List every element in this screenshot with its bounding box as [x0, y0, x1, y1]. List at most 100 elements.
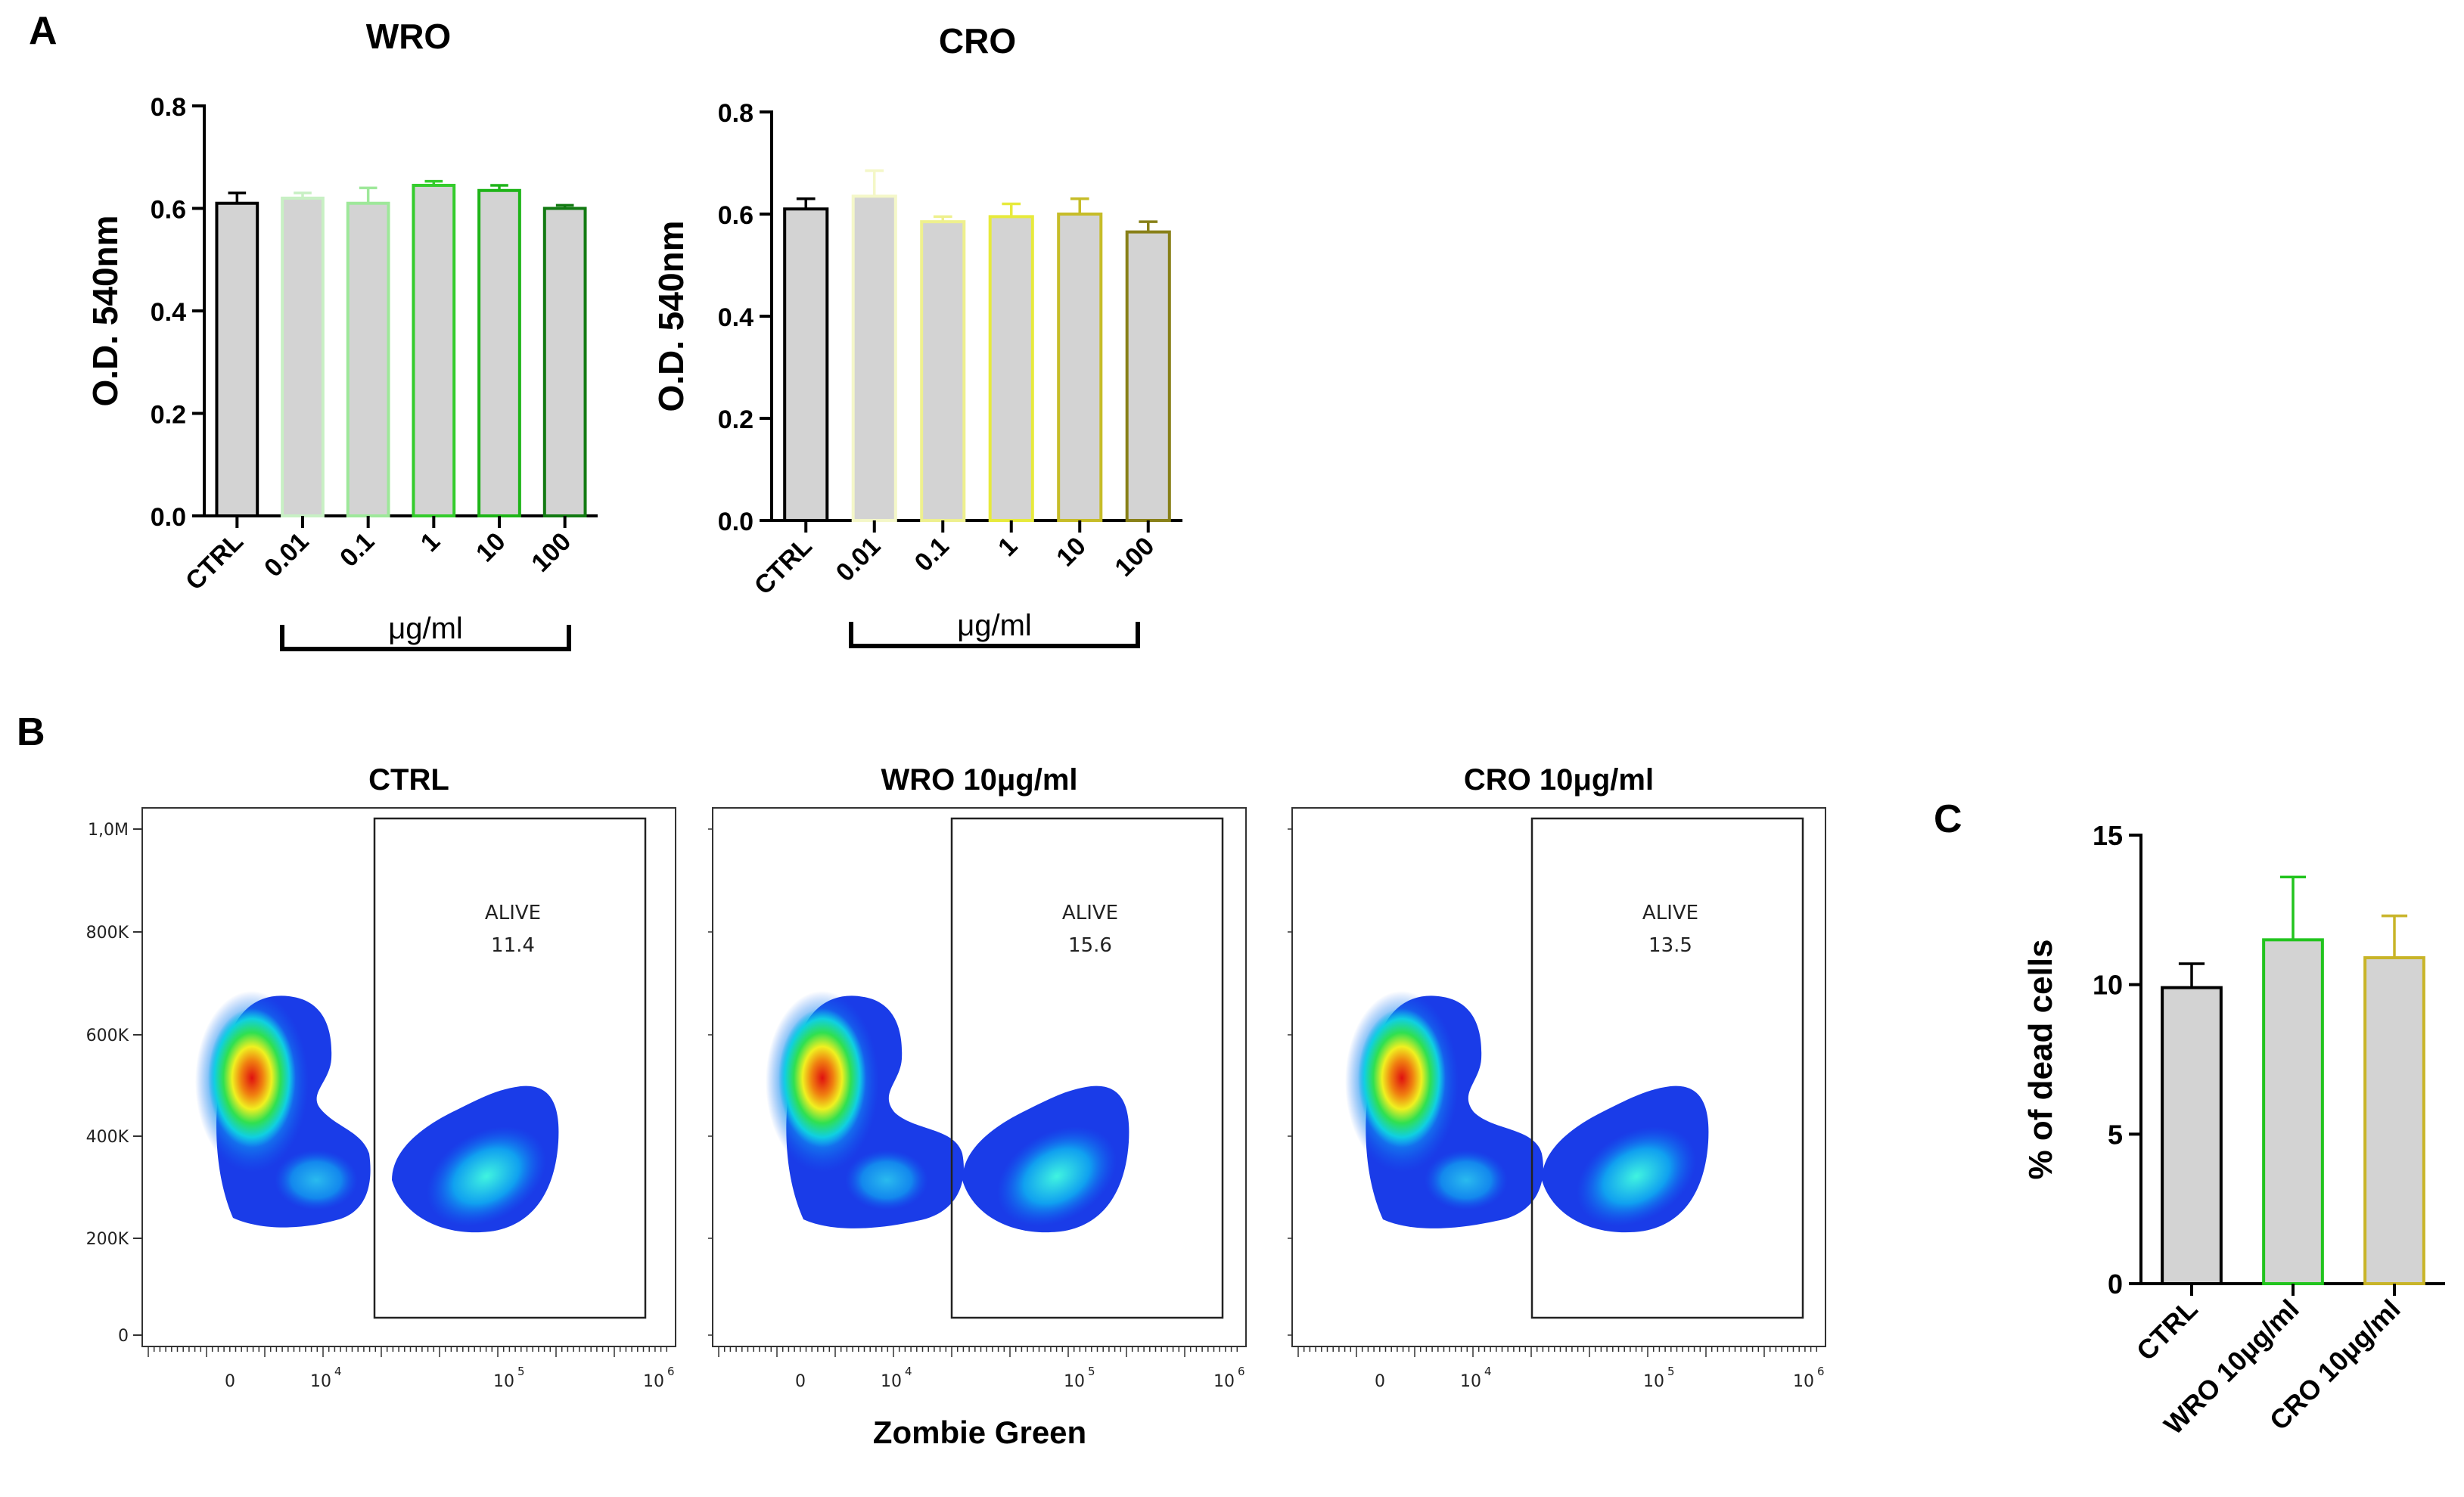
cro-bracket-label: μg/ml	[957, 609, 1032, 642]
cro-ytick-label: 0.0	[718, 508, 753, 536]
flow-panel-title: CRO 10μg/ml	[1464, 763, 1654, 797]
x-tick-exponent: 4	[905, 1365, 912, 1378]
x-tick-label: 10	[310, 1372, 331, 1391]
wro-title: WRO	[366, 17, 451, 56]
gate-value: 11.4	[491, 934, 535, 957]
x-tick-label: 10	[493, 1372, 514, 1391]
c-bar	[2262, 938, 2324, 1286]
x-tick-exponent: 5	[1088, 1365, 1095, 1378]
dead-population-hotspot	[778, 1008, 866, 1148]
alive-gate	[950, 817, 1224, 1319]
alive-gate	[373, 817, 647, 1319]
gate-label: ALIVE	[1062, 902, 1118, 924]
c-bar	[2363, 956, 2425, 1285]
dead-population-tail	[275, 1150, 358, 1210]
wro-ytick-label: 0.8	[151, 93, 186, 122]
c-ytick-label: 15	[2093, 820, 2123, 851]
wro-bar	[281, 196, 325, 517]
x-tick-label: 0	[1375, 1372, 1385, 1391]
cro-ytick-label: 0.2	[718, 405, 753, 434]
y-tick-label: 0	[118, 1327, 129, 1346]
y-tick-label: 200K	[86, 1230, 129, 1249]
c-xtick-label: CTRL	[2130, 1294, 2204, 1367]
y-tick-label: 1,0M	[88, 821, 129, 840]
x-tick-exponent: 4	[1484, 1365, 1492, 1378]
alive-population-core	[996, 1126, 1117, 1226]
x-tick-exponent: 6	[1238, 1365, 1245, 1378]
flow-panel-title: WRO 10μg/ml	[881, 763, 1077, 797]
cro-ylabel: O.D. 540nm	[651, 220, 691, 412]
cro-bar	[783, 207, 829, 522]
cro-bar	[988, 215, 1034, 522]
y-tick-label: 600K	[86, 1026, 129, 1045]
alive-gate	[1530, 817, 1804, 1319]
chart-wro: WRO O.D. 540nm 0.0 0.2 0.4 0.6 0.8 CTRL 0.01 0.1 1…	[85, 17, 598, 651]
cro-xtick-label: 100	[1109, 532, 1160, 582]
x-tick-exponent: 6	[1817, 1365, 1825, 1378]
wro-xtick-label: 0.1	[334, 527, 380, 573]
wro-bar	[346, 201, 390, 517]
panel-label-c: C	[1934, 797, 1962, 841]
wro-xtick-label: 1	[415, 527, 446, 557]
panel-label-b: B	[17, 710, 45, 754]
panel-label-a: A	[29, 9, 57, 53]
cro-ytick-label: 0.6	[718, 201, 753, 230]
c-bar	[2161, 986, 2223, 1285]
wro-bar	[477, 188, 521, 517]
flow-panel-title: CTRL	[368, 763, 449, 797]
wro-bracket	[280, 625, 571, 651]
c-ytick-label: 5	[2108, 1119, 2123, 1150]
cro-bar	[1125, 230, 1171, 522]
wro-xtick-label: CTRL	[180, 527, 249, 596]
wro-xtick-label: 100	[526, 527, 576, 578]
gate-value: 15.6	[1068, 934, 1112, 957]
cro-xtick-label: CTRL	[749, 532, 818, 601]
wro-bracket-label: μg/ml	[388, 612, 463, 645]
cro-bar	[1057, 213, 1103, 522]
dead-population-hotspot	[1358, 1008, 1446, 1148]
x-tick-label: 10	[1064, 1372, 1085, 1391]
dead-population-tail	[1425, 1150, 1508, 1210]
gate-label: ALIVE	[485, 902, 541, 924]
cro-ytick-label: 0.8	[718, 99, 753, 128]
alive-population-core	[426, 1126, 547, 1226]
x-tick-exponent: 4	[334, 1365, 342, 1378]
c-ylabel: % of dead cells	[2022, 940, 2059, 1180]
wro-bar	[412, 184, 456, 517]
x-tick-label: 10	[1793, 1372, 1814, 1391]
gate-value: 13.5	[1648, 934, 1692, 957]
x-tick-label: 10	[1213, 1372, 1235, 1391]
flow-xlabel: Zombie Green	[873, 1415, 1086, 1450]
x-tick-label: 0	[795, 1372, 806, 1391]
wro-ytick-label: 0.4	[151, 298, 186, 327]
chart-cro: CRO O.D. 540nm 0.0 0.2 0.4 0.6 0.8 CTRL 0.01 0.1 1…	[651, 21, 1182, 648]
cro-bracket	[849, 622, 1140, 648]
x-tick-label: 10	[881, 1372, 902, 1391]
c-ytick-label: 10	[2093, 970, 2123, 1001]
cro-xtick-label: 1	[993, 532, 1023, 562]
y-tick-label: 400K	[86, 1128, 129, 1147]
cro-title: CRO	[939, 21, 1016, 61]
c-ytick-label: 0	[2108, 1269, 2123, 1300]
wro-ytick-label: 0.2	[151, 401, 186, 430]
x-tick-exponent: 5	[1667, 1365, 1675, 1378]
x-tick-label: 10	[643, 1372, 664, 1391]
dead-population-hotspot	[208, 1008, 296, 1148]
x-tick-label: 10	[1643, 1372, 1664, 1391]
wro-xtick-label: 10	[471, 527, 511, 568]
gate-label: ALIVE	[1642, 902, 1698, 924]
cro-bar	[851, 194, 897, 522]
wro-ytick-label: 0.0	[151, 503, 186, 532]
x-tick-exponent: 6	[667, 1365, 675, 1378]
x-tick-label: 10	[1460, 1372, 1481, 1391]
wro-ytick-label: 0.6	[151, 196, 186, 225]
dead-population-tail	[845, 1150, 928, 1210]
wro-xtick-label: 0.01	[259, 527, 315, 583]
x-tick-exponent: 5	[517, 1365, 525, 1378]
